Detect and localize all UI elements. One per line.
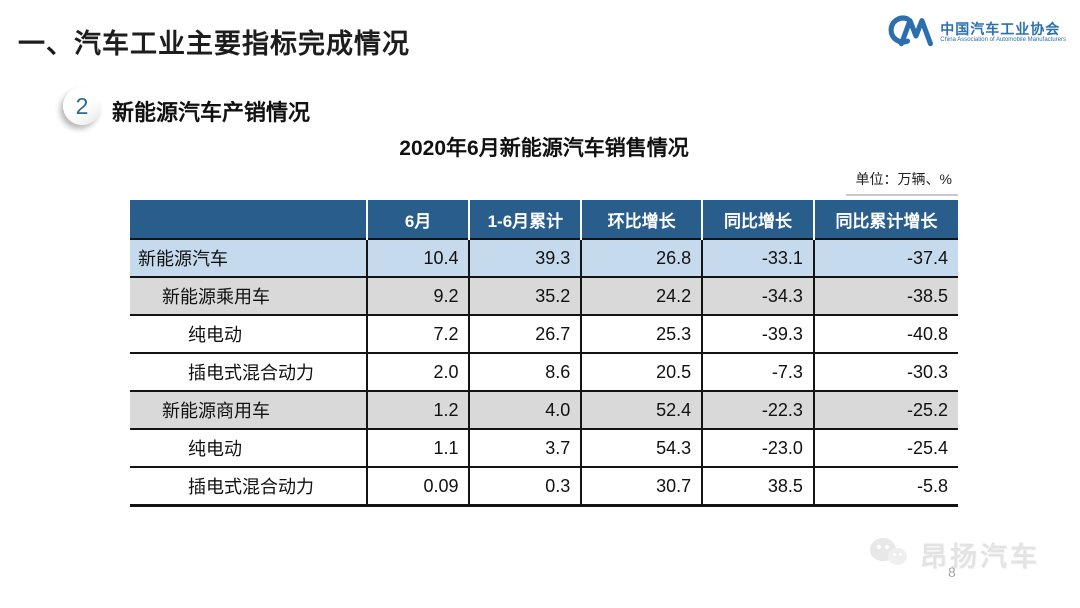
table-row: 纯电动 1.1 3.7 54.3 -23.0 -25.4 [130, 428, 958, 467]
table-title: 2020年6月新能源汽车销售情况 [399, 137, 689, 160]
cell-value: -25.2 [812, 390, 958, 429]
column-header: 6月 [365, 200, 470, 239]
cell-value: -40.8 [812, 314, 958, 353]
column-header: 环比增长 [580, 200, 703, 239]
table-row: 插电式混合动力 2.0 8.6 20.5 -7.3 -30.3 [130, 352, 958, 391]
section-number-badge: 2 [63, 87, 101, 125]
unit-note: 单位：万辆、% [845, 169, 958, 196]
row-label: 纯电动 [130, 428, 367, 467]
row-label: 插电式混合动力 [130, 352, 367, 391]
section-title: 新能源汽车产销情况 [112, 100, 311, 125]
cell-value: 25.3 [580, 314, 703, 353]
table-row: 纯电动 7.2 26.7 25.3 -39.3 -40.8 [130, 314, 958, 353]
cell-value: 2.0 [365, 352, 470, 391]
cell-value: 26.7 [468, 314, 582, 353]
logo-name-en: China Association of Automobile Manufact… [940, 37, 1066, 44]
cell-value: 24.2 [580, 276, 703, 315]
cell-value: -25.4 [812, 428, 958, 467]
cell-value: -33.1 [701, 238, 814, 277]
cell-value: 9.2 [365, 276, 470, 315]
cell-value: 30.7 [580, 466, 703, 506]
cell-value: -22.3 [701, 390, 814, 429]
column-header [130, 200, 367, 239]
cell-value: 39.3 [468, 238, 582, 277]
row-label: 纯电动 [130, 314, 367, 353]
cell-value: 38.5 [701, 466, 814, 506]
logo-name-cn: 中国汽车工业协会 [940, 21, 1061, 37]
wechat-icon [870, 534, 910, 574]
row-label: 新能源汽车 [130, 238, 367, 277]
sales-table-container: 6月 1-6月累计 环比增长 同比增长 同比累计增长 新能源汽车 10.4 39.3 26.8… [130, 200, 958, 507]
page-number: 8 [948, 564, 956, 580]
cell-value: -37.4 [812, 238, 958, 277]
cell-value: -39.3 [701, 314, 814, 353]
cell-value: -34.3 [701, 276, 814, 315]
cell-value: 20.5 [580, 352, 703, 391]
logo-text: 中国汽车工业协会 China Association of Automobile… [940, 21, 1066, 44]
column-header: 同比增长 [701, 200, 814, 239]
cell-value: 7.2 [365, 314, 470, 353]
watermark-text: 昂扬汽车 [920, 541, 1040, 572]
cell-value: 4.0 [468, 390, 582, 429]
cell-value: 26.8 [580, 238, 703, 277]
cell-value: 1.1 [365, 428, 470, 467]
cell-value: 8.6 [468, 352, 582, 391]
row-label: 新能源商用车 [130, 390, 367, 429]
table-row: 新能源乘用车 9.2 35.2 24.2 -34.3 -38.5 [130, 276, 958, 315]
column-header: 1-6月累计 [468, 200, 582, 239]
cell-value: 35.2 [468, 276, 582, 315]
table-row: 新能源商用车 1.2 4.0 52.4 -22.3 -25.2 [130, 390, 958, 429]
organization-logo: 中国汽车工业协会 China Association of Automobile… [887, 12, 1066, 53]
cell-value: -7.3 [701, 352, 814, 391]
cell-value: 1.2 [365, 390, 470, 429]
cell-value: -23.0 [701, 428, 814, 467]
table-row: 新能源汽车 10.4 39.3 26.8 -33.1 -37.4 [130, 238, 958, 277]
cell-value: -38.5 [812, 276, 958, 315]
table-header-row: 6月 1-6月累计 环比增长 同比增长 同比累计增长 [130, 200, 958, 239]
cell-value: 3.7 [468, 428, 582, 467]
table-row: 插电式混合动力 0.09 0.3 30.7 38.5 -5.8 [130, 466, 958, 506]
cell-value: 54.3 [580, 428, 703, 467]
cell-value: 10.4 [365, 238, 470, 277]
cm-logo-icon [887, 12, 934, 53]
table-body: 新能源汽车 10.4 39.3 26.8 -33.1 -37.4 新能源乘用车 9.2 35.2… [130, 238, 958, 506]
cell-value: 0.09 [365, 466, 470, 506]
cell-value: 52.4 [580, 390, 703, 429]
row-label: 插电式混合动力 [130, 466, 367, 506]
row-label: 新能源乘用车 [130, 276, 367, 315]
cell-value: -30.3 [812, 352, 958, 391]
watermark: 昂扬汽车 [870, 534, 1040, 574]
column-header: 同比累计增长 [812, 200, 958, 239]
cell-value: -5.8 [812, 466, 958, 506]
sales-table: 6月 1-6月累计 环比增长 同比增长 同比累计增长 新能源汽车 10.4 39.3 26.8… [130, 200, 958, 507]
cell-value: 0.3 [468, 466, 582, 506]
page-title: 一、汽车工业主要指标完成情况 [18, 29, 410, 59]
